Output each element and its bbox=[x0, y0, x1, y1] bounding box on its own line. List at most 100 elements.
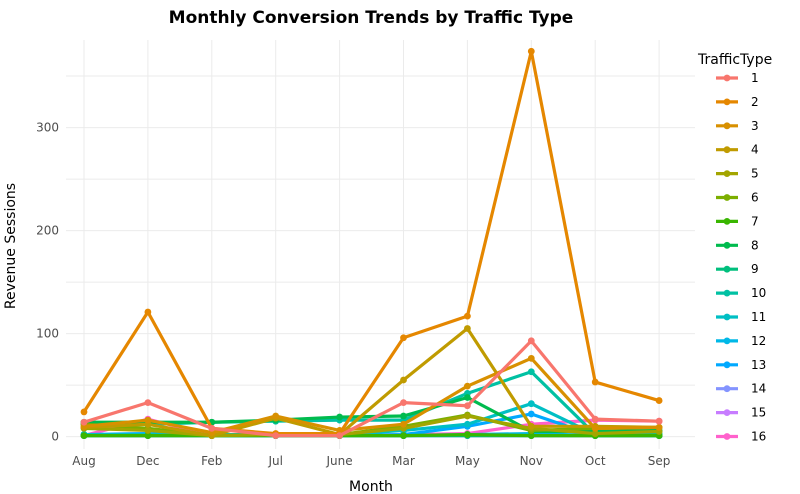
data-point bbox=[527, 400, 535, 408]
data-point bbox=[464, 325, 471, 332]
legend-label: 2 bbox=[751, 95, 759, 109]
data-point bbox=[272, 432, 280, 440]
data-point bbox=[144, 416, 152, 424]
x-axis-title: Month bbox=[349, 479, 393, 494]
legend-key-point bbox=[723, 98, 731, 106]
data-point bbox=[80, 432, 88, 440]
data-point bbox=[527, 337, 535, 345]
series-line bbox=[82, 326, 661, 438]
data-point bbox=[272, 412, 280, 420]
series-lines bbox=[80, 47, 663, 440]
x-tick-label: Nov bbox=[520, 454, 543, 468]
legend-item: 3 bbox=[716, 119, 759, 133]
data-point bbox=[400, 376, 407, 384]
legend-item: 10 bbox=[716, 286, 766, 300]
legend-label: 14 bbox=[751, 382, 766, 396]
data-point bbox=[144, 399, 152, 407]
y-tick-label: 100 bbox=[36, 327, 59, 341]
data-point bbox=[527, 410, 535, 418]
legend-item: 5 bbox=[716, 167, 759, 181]
legend-key-point bbox=[723, 218, 731, 225]
data-point bbox=[655, 423, 663, 431]
x-tick-label: Oct bbox=[585, 454, 606, 468]
y-tick-label: 0 bbox=[51, 430, 59, 444]
legend-item: 14 bbox=[716, 382, 766, 396]
data-point bbox=[591, 378, 599, 386]
x-tick-label: Mar bbox=[392, 454, 415, 468]
x-tick-label: Aug bbox=[72, 454, 95, 468]
legend-key-point bbox=[723, 170, 731, 178]
legend-label: 1 bbox=[751, 71, 759, 85]
legend-item: 9 bbox=[716, 262, 759, 276]
chart-title: Monthly Conversion Trends by Traffic Typ… bbox=[169, 8, 574, 28]
data-point bbox=[591, 415, 599, 423]
series-line bbox=[82, 432, 661, 438]
series-line bbox=[82, 339, 661, 438]
data-point bbox=[80, 408, 88, 416]
legend-item: 13 bbox=[716, 358, 766, 372]
data-point bbox=[336, 413, 343, 421]
legend-label: 4 bbox=[751, 143, 759, 157]
legend-item: 11 bbox=[716, 310, 766, 324]
data-point bbox=[208, 424, 216, 432]
legend-item: 1 bbox=[716, 71, 759, 85]
legend-label: 8 bbox=[751, 238, 759, 252]
legend-label: 3 bbox=[751, 119, 759, 133]
legend-item: 8 bbox=[716, 238, 759, 252]
series-1 bbox=[80, 337, 663, 440]
legend-key-point bbox=[723, 433, 731, 440]
x-tick-label: Sep bbox=[648, 454, 671, 468]
legend-key-point bbox=[723, 409, 731, 416]
legend-label: 16 bbox=[751, 430, 766, 444]
data-point bbox=[464, 394, 471, 401]
legend-item: 4 bbox=[716, 143, 759, 157]
legend-key-point bbox=[723, 337, 731, 345]
x-tick-label: May bbox=[455, 454, 480, 468]
data-point bbox=[527, 47, 535, 55]
legend-key-point bbox=[723, 146, 731, 154]
data-point bbox=[655, 397, 663, 404]
legend-label: 13 bbox=[751, 358, 766, 372]
y-tick-label: 200 bbox=[36, 224, 59, 238]
data-point bbox=[400, 334, 407, 342]
legend-key-point bbox=[723, 194, 731, 201]
x-tick-label: Dec bbox=[136, 454, 159, 468]
data-point bbox=[464, 412, 471, 420]
legend-key-point bbox=[723, 122, 731, 130]
legend-key-point bbox=[723, 361, 731, 369]
legend-label: 10 bbox=[751, 286, 766, 300]
data-point bbox=[527, 354, 535, 362]
legend-item: 6 bbox=[716, 191, 759, 205]
series-2 bbox=[80, 47, 663, 437]
series-line bbox=[82, 414, 661, 438]
data-point bbox=[591, 424, 599, 432]
gridlines bbox=[66, 40, 695, 449]
legend-title: TrafficType bbox=[697, 52, 772, 68]
legend-label: 11 bbox=[751, 310, 766, 324]
legend-item: 16 bbox=[716, 430, 766, 444]
legend-label: 9 bbox=[751, 262, 759, 276]
legend-key-point bbox=[723, 385, 731, 393]
legend-key-point bbox=[723, 265, 731, 273]
series-line bbox=[82, 356, 661, 435]
data-point bbox=[464, 402, 471, 410]
data-point bbox=[464, 431, 471, 438]
legend-label: 15 bbox=[751, 406, 766, 420]
y-axis-title: Revenue Sessions bbox=[3, 183, 19, 309]
data-point bbox=[400, 420, 407, 428]
data-point bbox=[80, 418, 88, 426]
legend-label: 12 bbox=[751, 334, 766, 348]
data-point bbox=[591, 430, 599, 437]
data-point bbox=[144, 308, 152, 316]
data-point bbox=[527, 432, 535, 440]
y-axis-ticks: 0 100 200 300 bbox=[36, 121, 59, 444]
data-point bbox=[655, 417, 663, 425]
x-tick-label: Feb bbox=[201, 454, 222, 468]
legend-label: 6 bbox=[751, 191, 759, 205]
data-point bbox=[400, 412, 407, 420]
series-line bbox=[82, 49, 661, 436]
legend-key-point bbox=[723, 74, 731, 82]
legend-key-point bbox=[723, 313, 731, 321]
legend-item: 12 bbox=[716, 334, 766, 348]
